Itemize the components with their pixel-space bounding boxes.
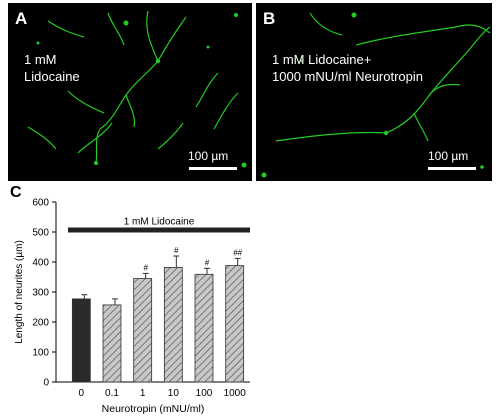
y-tick-label: 0 bbox=[43, 378, 49, 389]
chart-labels: Length of neurites (µm) Neurotropin (mNU/… bbox=[14, 240, 246, 415]
group-bracket-bar bbox=[68, 227, 250, 233]
micrograph-panel-a: A 1 mM Lidocaine 100 µm bbox=[8, 3, 252, 181]
x-tick-label-1: 1 bbox=[140, 388, 146, 399]
y-tick-label: 100 bbox=[32, 348, 49, 359]
bar-0.1 bbox=[102, 304, 122, 383]
x-tick-label-10: 10 bbox=[168, 388, 180, 399]
panel-c-letter: C bbox=[10, 184, 22, 201]
x-tick-label-1000: 1000 bbox=[224, 388, 247, 399]
group-bracket-label: 1 mM Lidocaine bbox=[124, 217, 195, 228]
panel-a-condition-label: 1 mM Lidocaine bbox=[24, 52, 80, 84]
panel-a-scale-bar bbox=[189, 167, 237, 170]
bar-1 bbox=[133, 278, 153, 383]
y-tick-label: 500 bbox=[32, 228, 49, 239]
bar-1000 bbox=[225, 265, 245, 383]
x-tick-label-100: 100 bbox=[196, 388, 213, 399]
panel-a-letter: A bbox=[15, 9, 28, 28]
significance-marker-1000: ## bbox=[233, 248, 242, 257]
significance-marker-1: # bbox=[143, 263, 148, 272]
y-axis-label: Length of neurites (µm) bbox=[14, 240, 25, 344]
x-axis-label: Neurotropin (mNU/ml) bbox=[102, 403, 205, 415]
bar-100 bbox=[194, 273, 214, 383]
x-tick-label-0: 0 bbox=[79, 388, 85, 399]
x-tick-label-0.1: 0.1 bbox=[105, 388, 119, 399]
y-tick-label: 300 bbox=[32, 288, 49, 299]
y-tick-label: 400 bbox=[32, 258, 49, 269]
significance-marker-100: # bbox=[205, 258, 210, 267]
significance-marker-10: # bbox=[174, 246, 179, 255]
panel-a-scale-bar-label: 100 µm bbox=[188, 149, 229, 163]
micrograph-panel-b: B 1 mM Lidocaine+ 1000 mNU/ml Neurotropi… bbox=[256, 3, 492, 181]
chart-axes: 0 100 200 300 400 500 600 bbox=[32, 198, 250, 389]
bar-0 bbox=[71, 298, 91, 383]
y-tick-label: 200 bbox=[32, 318, 49, 329]
neurite-image-a bbox=[27, 10, 247, 168]
bar-10 bbox=[163, 267, 183, 383]
group-bracket: 1 mM Lidocaine bbox=[68, 217, 250, 233]
chart-bars bbox=[71, 255, 245, 383]
neurite-image-b bbox=[261, 12, 491, 178]
panel-b-condition-label: 1 mM Lidocaine+ 1000 mNU/ml Neurotropin bbox=[272, 52, 424, 84]
y-tick-label: 600 bbox=[32, 198, 49, 209]
panel-b-scale-bar-label: 100 µm bbox=[428, 149, 469, 163]
panel-b-letter: B bbox=[263, 9, 276, 28]
panel-b-scale-bar bbox=[428, 167, 476, 170]
